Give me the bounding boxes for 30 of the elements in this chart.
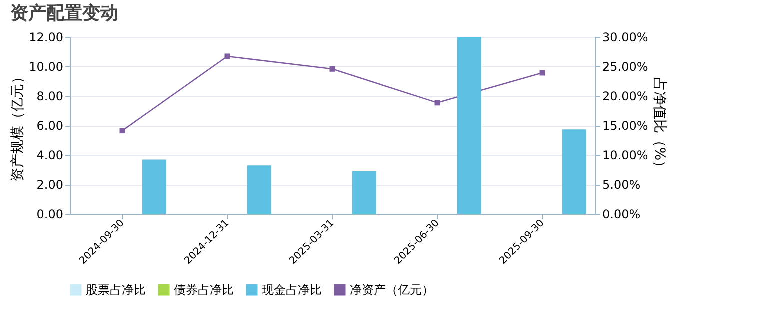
point	[434, 100, 440, 106]
y-tick-label: 12.00	[29, 30, 64, 44]
bar	[457, 37, 482, 214]
y-tick-label: 4.00	[36, 148, 64, 162]
y-tick-label: 8.00	[36, 90, 64, 104]
y2-tick-label: 5.00%	[602, 178, 641, 192]
y2-tick-label: 0.00%	[602, 208, 641, 222]
y-tick-label: 6.00	[36, 119, 64, 133]
legend-label: 债券占净比	[174, 283, 234, 297]
y2-tick-label: 30.00%	[602, 30, 648, 44]
point	[330, 66, 336, 72]
point	[224, 54, 230, 60]
bar	[352, 172, 376, 214]
y2-tick-label: 20.00%	[602, 90, 648, 104]
bar	[247, 166, 272, 214]
bar	[142, 160, 166, 214]
legend-label: 股票占净比	[86, 283, 146, 297]
bar	[562, 130, 586, 214]
y-tick-label: 2.00	[36, 178, 64, 192]
y-tick-label: 10.00	[29, 60, 64, 74]
y2-axis-title: 占净值比（%）	[651, 77, 668, 175]
legend-label: 现金占净比	[262, 283, 322, 297]
y-axis-title: 资产规模（亿元）	[10, 70, 26, 182]
legend-label: 净资产（亿元）	[350, 283, 434, 297]
y-tick-label: 0.00	[36, 208, 64, 222]
y2-tick-label: 10.00%	[602, 148, 648, 162]
chart-title: 资产配置变动	[10, 3, 119, 24]
y2-tick-label: 25.00%	[602, 60, 648, 74]
point	[120, 128, 126, 134]
y2-tick-label: 15.00%	[602, 119, 648, 133]
